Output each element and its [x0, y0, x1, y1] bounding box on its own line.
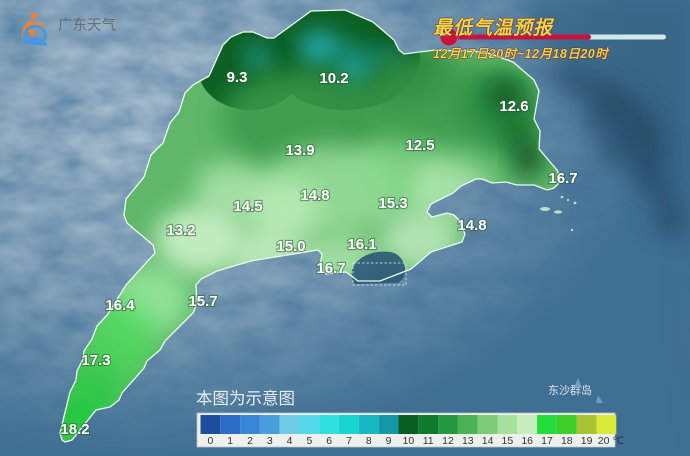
svg-text:7: 7	[346, 435, 352, 447]
svg-text:12.5: 12.5	[405, 137, 434, 154]
svg-text:10: 10	[403, 435, 415, 447]
svg-text:14: 14	[482, 435, 494, 447]
svg-text:5: 5	[306, 435, 312, 447]
svg-text:9.3: 9.3	[227, 69, 248, 86]
svg-text:18.2: 18.2	[60, 421, 89, 438]
svg-text:0: 0	[207, 435, 213, 447]
svg-text:15.0: 15.0	[276, 238, 305, 255]
svg-text:11: 11	[423, 435, 434, 447]
svg-text:17.3: 17.3	[81, 352, 110, 369]
svg-text:14.8: 14.8	[457, 217, 486, 234]
svg-text:13.2: 13.2	[166, 222, 195, 239]
svg-text:3: 3	[267, 435, 273, 447]
svg-text:20 ℃: 20 ℃	[598, 435, 625, 447]
svg-text:东沙群岛: 东沙群岛	[548, 383, 592, 397]
svg-text:19: 19	[581, 435, 593, 447]
svg-text:14.5: 14.5	[233, 198, 262, 215]
svg-text:2: 2	[247, 435, 253, 447]
svg-text:本图为示意图: 本图为示意图	[196, 389, 295, 408]
svg-text:4: 4	[287, 435, 293, 447]
svg-text:18: 18	[561, 435, 573, 447]
svg-text:14.8: 14.8	[300, 187, 329, 204]
svg-text:10.2: 10.2	[319, 70, 348, 87]
svg-text:12: 12	[442, 435, 454, 447]
svg-text:6: 6	[326, 435, 332, 447]
svg-text:15.7: 15.7	[188, 293, 217, 310]
svg-text:16: 16	[521, 435, 533, 447]
svg-text:12.6: 12.6	[499, 98, 528, 115]
svg-text:13.9: 13.9	[285, 142, 314, 159]
svg-text:13: 13	[462, 435, 474, 447]
svg-text:16.7: 16.7	[316, 260, 345, 277]
svg-text:16.7: 16.7	[548, 170, 577, 187]
svg-text:9: 9	[386, 435, 392, 447]
svg-text:广东天气: 广东天气	[58, 17, 116, 34]
svg-text:1: 1	[227, 435, 233, 447]
svg-text:15: 15	[502, 435, 514, 447]
svg-text:8: 8	[366, 435, 372, 447]
svg-text:15.3: 15.3	[378, 195, 407, 212]
svg-text:17: 17	[541, 435, 553, 447]
svg-text:16.4: 16.4	[105, 297, 135, 314]
svg-text:16.1: 16.1	[347, 236, 376, 253]
